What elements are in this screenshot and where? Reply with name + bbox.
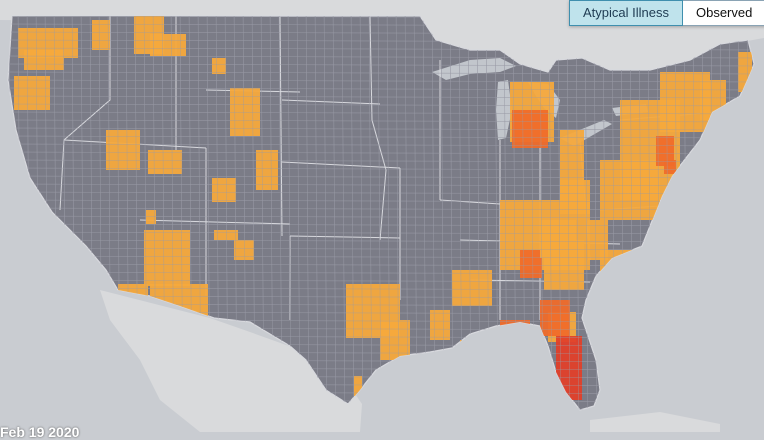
hotspot-region-high: [520, 250, 542, 278]
hotspot-region-moderate: [234, 240, 254, 260]
map-tabs: Atypical Illness Observed: [569, 0, 764, 26]
hotspot-region-moderate: [256, 150, 278, 190]
state-line: [139, 219, 291, 225]
hotspot-region-moderate: [212, 178, 236, 202]
hotspot-region-high: [664, 160, 676, 174]
cuba-land: [590, 412, 720, 432]
hotspot-region-moderate: [148, 150, 182, 174]
hotspot-region-moderate: [560, 180, 590, 214]
hotspot-region-moderate: [24, 50, 64, 70]
state-line: [59, 16, 111, 211]
state-line: [281, 161, 401, 169]
state-line: [279, 16, 283, 237]
lake-superior: [432, 58, 516, 80]
hotspot-region-moderate: [380, 320, 410, 360]
hotspot-region-moderate: [354, 376, 362, 396]
hotspot-region-moderate: [146, 210, 156, 224]
mexico-land: [100, 290, 362, 432]
state-line: [281, 99, 381, 105]
hotspot-region-moderate: [540, 220, 576, 258]
hotspot-region-moderate: [144, 230, 190, 286]
hotspot-region-moderate: [214, 230, 238, 240]
tab-atypical-illness[interactable]: Atypical Illness: [569, 0, 683, 26]
hotspot-region-moderate: [106, 130, 140, 170]
tab-observed[interactable]: Observed: [682, 0, 764, 26]
hotspot-region-moderate: [14, 76, 50, 110]
hotspot-region-moderate: [430, 310, 450, 340]
hotspot-region-moderate: [92, 20, 110, 50]
state-line: [289, 235, 401, 239]
hotspot-region-moderate: [452, 270, 492, 306]
state-line: [439, 199, 501, 205]
hotspot-region-moderate: [150, 34, 186, 56]
hotspot-region-high: [656, 136, 674, 166]
date-label: Feb 19 2020: [0, 424, 80, 440]
hotspot-region-moderate: [212, 58, 226, 74]
hotspot-region-high: [512, 110, 548, 148]
hotspot-region-high: [540, 300, 570, 336]
lake-michigan: [496, 80, 512, 140]
